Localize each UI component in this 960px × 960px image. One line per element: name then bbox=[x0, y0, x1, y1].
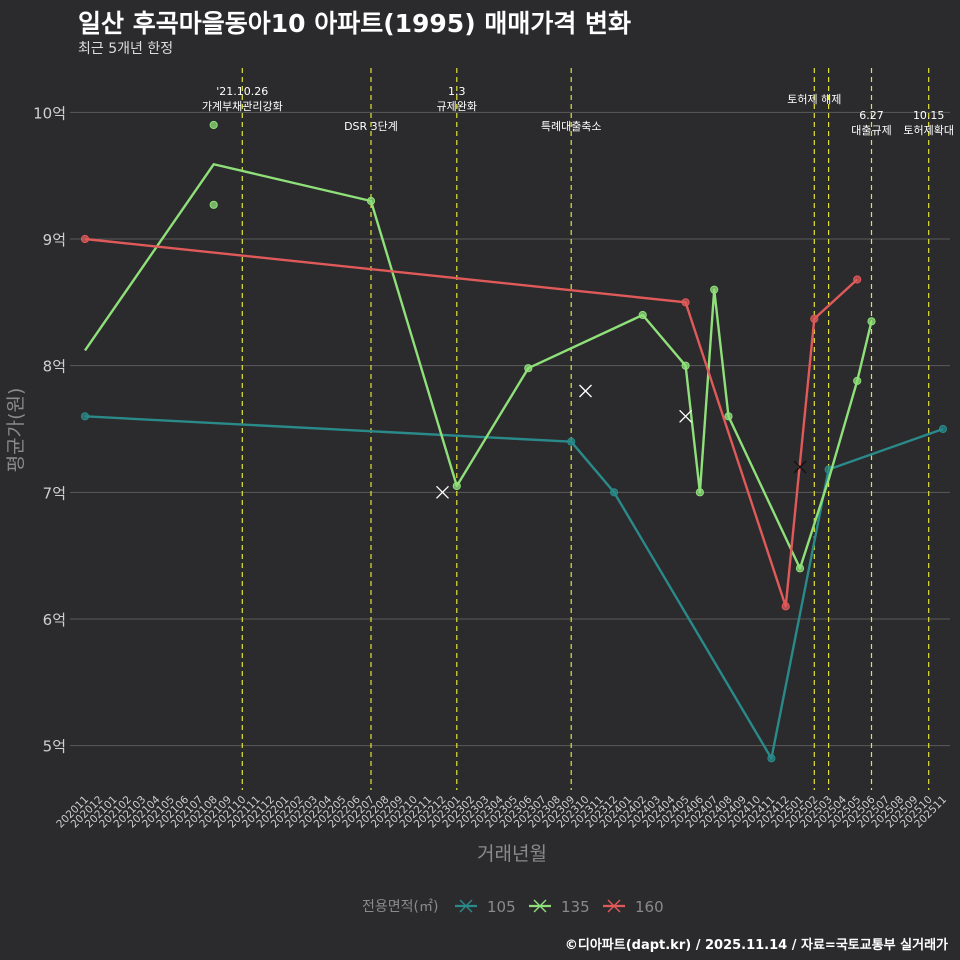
cancelled-deals-layer bbox=[436, 384, 807, 499]
data-point-160 bbox=[810, 314, 819, 323]
y-tick-label: 8억 bbox=[43, 358, 66, 376]
data-point-160 bbox=[781, 602, 790, 611]
data-point-105 bbox=[80, 412, 90, 421]
marker-stroke bbox=[679, 409, 693, 423]
legend-label: 105 bbox=[487, 898, 516, 916]
marker-stroke bbox=[436, 485, 449, 499]
y-tick-label: 5억 bbox=[43, 738, 66, 756]
event-label: 가계부채관리강화 bbox=[202, 100, 283, 113]
legend-item-135: 135 bbox=[529, 898, 590, 916]
chart-title: 일산 후곡마을동아10 아파트(1995) 매매가격 변화 bbox=[78, 9, 632, 38]
data-point-135 bbox=[795, 564, 805, 573]
data-point-160 bbox=[853, 275, 862, 284]
data-point-135 bbox=[710, 285, 719, 294]
legend-label: 160 bbox=[635, 898, 664, 916]
data-point-135 bbox=[209, 120, 218, 130]
y-axis-title: 평균가(원) bbox=[5, 388, 27, 473]
event-label: DSR 3단계 bbox=[344, 120, 398, 133]
cancelled-deal-marker bbox=[679, 409, 693, 423]
data-point-160 bbox=[80, 234, 90, 244]
event-label: 6.27 bbox=[859, 109, 884, 122]
event-label: 10.15 bbox=[913, 109, 945, 122]
legend-item-160: 160 bbox=[603, 898, 664, 916]
legend-cross bbox=[459, 899, 473, 913]
y-tick-label: 7억 bbox=[43, 484, 66, 502]
cancelled-deal-marker bbox=[793, 460, 807, 474]
event-label: 특례대출축소 bbox=[541, 120, 602, 133]
cancelled-deal-marker bbox=[436, 485, 449, 499]
legend: 전용면적(㎡) 105 135 160 bbox=[362, 898, 664, 916]
data-point-105 bbox=[610, 488, 619, 497]
series-layer bbox=[80, 120, 948, 763]
data-point-105 bbox=[938, 424, 948, 434]
legend-title: 전용면적(㎡) bbox=[362, 899, 438, 915]
event-label: '21.10.26 bbox=[216, 85, 268, 98]
data-point-135 bbox=[853, 376, 862, 385]
axis-layer: 5억6억7억8억9억10억202011202012202101202102202… bbox=[33, 104, 949, 830]
data-point-105 bbox=[767, 754, 776, 763]
data-point-135 bbox=[638, 310, 647, 320]
data-point-135 bbox=[452, 481, 461, 491]
marker-stroke bbox=[579, 384, 592, 398]
event-label: 대출규제 bbox=[851, 124, 891, 137]
event-label: 규제완화 bbox=[437, 100, 477, 113]
event-label: 1.3 bbox=[448, 85, 466, 98]
legend-item-105: 105 bbox=[455, 898, 516, 916]
y-tick-label: 9억 bbox=[43, 231, 66, 249]
data-point-135 bbox=[681, 361, 690, 370]
data-point-135 bbox=[209, 200, 218, 209]
grid-layer bbox=[70, 111, 950, 747]
data-point-135 bbox=[724, 412, 733, 421]
data-point-135 bbox=[366, 196, 376, 206]
series-line-135 bbox=[84, 163, 873, 570]
x-axis-title: 거래년월 bbox=[477, 843, 547, 865]
data-point-135 bbox=[524, 364, 533, 373]
data-point-105 bbox=[567, 437, 576, 446]
event-label: 토허제 해제 bbox=[787, 92, 841, 106]
event-label: 토허제확대 bbox=[903, 124, 954, 137]
legend-cross bbox=[607, 899, 621, 913]
source-caption: ©디아파트(dapt.kr) / 2025.11.14 / 자료=국토교통부 실… bbox=[564, 938, 948, 953]
marker-stroke bbox=[793, 460, 807, 474]
cancelled-deal-marker bbox=[579, 384, 592, 398]
legend-label: 135 bbox=[561, 898, 590, 916]
series-line-105 bbox=[84, 415, 944, 760]
data-point-160 bbox=[681, 298, 690, 307]
legend-cross bbox=[533, 899, 547, 913]
data-point-135 bbox=[695, 488, 705, 497]
y-tick-label: 6억 bbox=[43, 611, 66, 629]
data-point-135 bbox=[867, 317, 876, 326]
chart-subtitle: 최근 5개년 한정 bbox=[78, 41, 174, 57]
y-tick-label: 10억 bbox=[33, 104, 66, 122]
